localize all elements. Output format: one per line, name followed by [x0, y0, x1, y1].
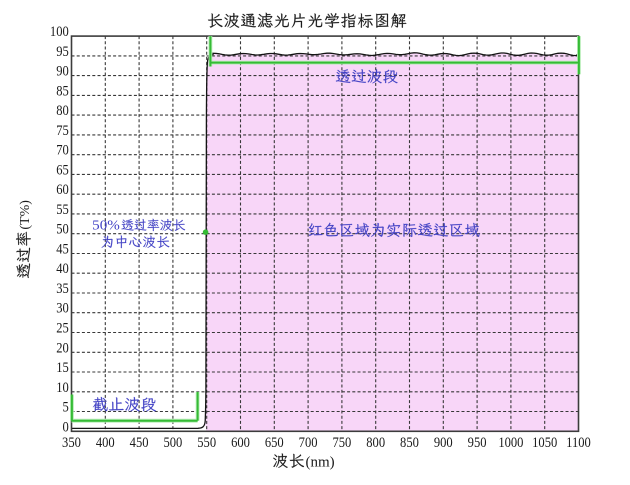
- svg-text:10: 10: [56, 379, 69, 395]
- svg-text:650: 650: [265, 434, 284, 450]
- svg-text:1000: 1000: [498, 434, 523, 450]
- svg-text:55: 55: [56, 201, 69, 217]
- svg-text:90: 90: [56, 63, 69, 79]
- svg-text:50: 50: [56, 221, 69, 237]
- svg-text:25: 25: [56, 320, 69, 336]
- svg-text:65: 65: [56, 162, 69, 178]
- svg-text:850: 850: [400, 434, 419, 450]
- svg-text:5: 5: [63, 399, 70, 415]
- svg-text:30: 30: [56, 300, 69, 316]
- svg-text:1050: 1050: [532, 434, 557, 450]
- svg-text:500: 500: [163, 434, 182, 450]
- svg-text:80: 80: [56, 102, 69, 118]
- svg-text:100: 100: [50, 23, 69, 39]
- svg-text:400: 400: [96, 434, 115, 450]
- svg-text:0: 0: [63, 419, 70, 435]
- svg-text:50%: 50%: [92, 218, 120, 233]
- svg-text:45: 45: [56, 241, 69, 257]
- svg-text:40: 40: [56, 260, 69, 276]
- svg-text:85: 85: [56, 83, 69, 99]
- svg-text:750: 750: [332, 434, 351, 450]
- svg-text:75: 75: [56, 122, 69, 138]
- svg-text:(T%): (T%): [18, 200, 33, 230]
- svg-text:700: 700: [299, 434, 318, 450]
- svg-text:600: 600: [231, 434, 250, 450]
- svg-text:800: 800: [366, 434, 385, 450]
- svg-text:1100: 1100: [566, 434, 591, 450]
- svg-text:60: 60: [56, 181, 69, 197]
- svg-text:350: 350: [62, 434, 81, 450]
- svg-text:35: 35: [56, 280, 69, 296]
- svg-text:950: 950: [468, 434, 487, 450]
- svg-text:(nm): (nm): [306, 454, 335, 470]
- svg-text:900: 900: [434, 434, 453, 450]
- svg-text:550: 550: [197, 434, 216, 450]
- svg-text:450: 450: [130, 434, 149, 450]
- svg-text:95: 95: [56, 43, 69, 59]
- svg-text:15: 15: [56, 359, 69, 375]
- svg-text:70: 70: [56, 142, 69, 158]
- svg-text:20: 20: [56, 340, 69, 356]
